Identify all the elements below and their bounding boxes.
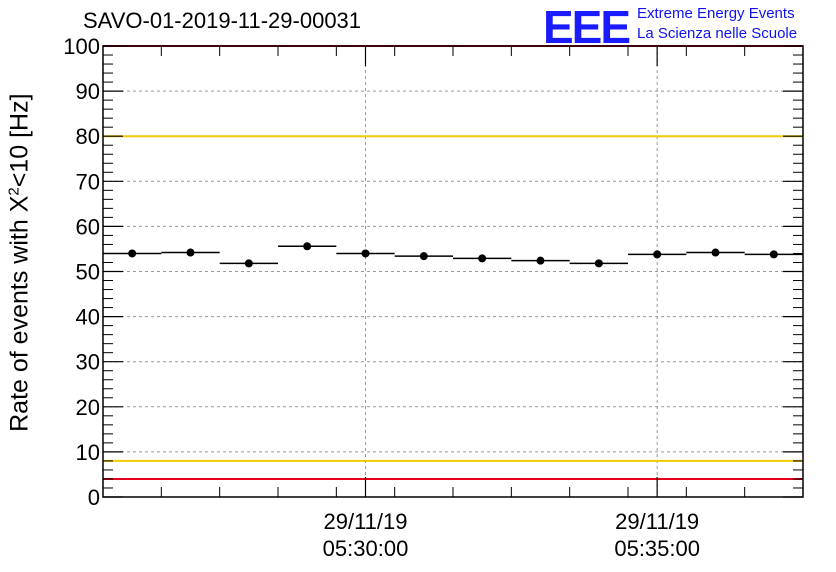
x-tick-label-time: 05:35:00	[614, 536, 700, 561]
data-points	[103, 242, 803, 268]
data-point	[594, 259, 603, 268]
y-tick-label: 80	[76, 124, 100, 149]
chart-title: SAVO-01-2019-11-29-00031	[83, 8, 362, 33]
tick-labels: 010203040506070809010029/11/1905:30:0029…	[63, 34, 700, 561]
y-tick-label: 70	[76, 169, 100, 194]
y-tick-label: 10	[76, 440, 100, 465]
reference-lines	[103, 45, 803, 480]
data-point	[244, 259, 253, 268]
plot-frame	[102, 45, 804, 498]
y-tick-label: 100	[63, 34, 100, 59]
data-point	[303, 242, 312, 251]
y-tick-label: 50	[76, 260, 100, 285]
x-tick-label-date: 29/11/19	[323, 509, 407, 534]
grid-layer	[103, 46, 803, 497]
eee-logo-text: Extreme Energy Events La Scienza nelle S…	[637, 4, 797, 44]
x-tick-label-time: 05:30:00	[323, 536, 409, 561]
data-point	[769, 250, 778, 259]
y-tick-label: 60	[76, 214, 100, 239]
logo-line-2: La Scienza nelle Scuole	[637, 25, 798, 42]
y-tick-label: 0	[88, 485, 100, 510]
data-point	[653, 250, 662, 259]
y-tick-label: 30	[76, 350, 100, 375]
data-point	[128, 249, 137, 258]
data-point	[478, 254, 487, 263]
y-tick-label: 40	[76, 305, 100, 330]
data-point	[186, 248, 195, 257]
logo-line-1: Extreme Energy Events	[637, 5, 795, 22]
data-point	[711, 248, 720, 257]
x-tick-label-date: 29/11/19	[615, 509, 699, 534]
y-tick-label: 90	[76, 79, 100, 104]
data-point	[419, 252, 428, 261]
eee-logo: EEE	[543, 1, 631, 53]
y-tick-label: 20	[76, 395, 100, 420]
data-point	[536, 256, 545, 265]
data-point	[361, 249, 370, 258]
